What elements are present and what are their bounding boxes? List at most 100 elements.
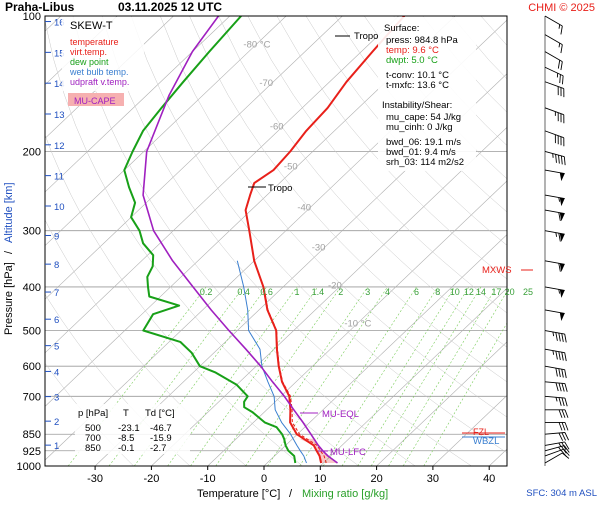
- barb-flag: [558, 88, 564, 97]
- barb-flag: [556, 155, 561, 164]
- legend-updraft: udpraft v.temp.: [70, 77, 129, 87]
- barb-staff: [545, 82, 564, 89]
- temp-tick-label--20: -20: [143, 473, 159, 485]
- wind-barb: [541, 16, 565, 34]
- x-axis-label-temp: Temperature [°C]: [197, 488, 280, 500]
- mixing-ratio-label: 8: [435, 287, 440, 297]
- surface-title: Surface:: [384, 23, 419, 34]
- altitude-label-13: 13: [54, 110, 65, 121]
- barb-flag: [565, 422, 568, 430]
- altitude-label-11: 11: [54, 172, 64, 183]
- mixing-ratio-label: 14: [476, 287, 486, 297]
- pressure-tick-500: 500: [23, 326, 41, 338]
- values-table: p [hPa] T Td [°C] 500 -23.1 -46.7 700 -8…: [75, 404, 190, 454]
- pressure-tick-925: 925: [23, 446, 41, 458]
- barb-flag: [564, 384, 568, 392]
- barb-flag: [561, 383, 565, 391]
- barb-flag: [555, 383, 559, 391]
- datetime-title: 03.11.2025 12 UTC: [118, 0, 222, 14]
- mixing-ratio-line-7: [267, 287, 387, 466]
- barb-staff: [545, 396, 565, 398]
- wind-barb: [544, 310, 565, 321]
- temp-tick-label-10: 10: [314, 473, 326, 485]
- mixing-ratio-label: 6: [414, 287, 419, 297]
- wind-barb: [544, 382, 568, 392]
- isotherm-label: -40: [297, 202, 311, 213]
- wind-barb: [544, 261, 565, 272]
- wind-barb: [545, 410, 568, 418]
- mixing-ratio-line-11: [358, 287, 469, 466]
- barb-flag: [555, 113, 561, 122]
- pressure-tick-600: 600: [23, 361, 41, 373]
- mu-eql-label: MU-EQL: [322, 409, 359, 420]
- barb-flag: [553, 135, 559, 144]
- temp-tick-label-40: 40: [483, 473, 495, 485]
- barb-flag: [558, 114, 564, 123]
- barb-flag: [554, 332, 558, 340]
- isotherm-label: -70: [259, 78, 273, 89]
- legend: SKEW-T temperature virt.temp. dew point …: [62, 17, 144, 106]
- temp-tick-label-0: 0: [261, 473, 267, 485]
- barb-half-flag: [556, 397, 558, 401]
- surface-tmxfc: t-mxfc: 13.6 °C: [386, 80, 449, 91]
- barb-flag: [555, 136, 561, 145]
- isotherm-label: -10 °C: [344, 319, 371, 330]
- altitude-label-8: 8: [54, 260, 59, 271]
- barb-flag: [563, 370, 567, 378]
- pressure-tick-1000: 1000: [17, 461, 41, 473]
- mucape-tag: MU-CAPE: [74, 96, 116, 106]
- altitude-label-9: 9: [54, 231, 59, 242]
- wind-barb: [544, 349, 568, 361]
- mixing-ratio-label: 0.2: [200, 287, 213, 297]
- isotherm-label: -20: [328, 280, 342, 291]
- altitude-label-1: 1: [54, 441, 59, 452]
- altitude-label-7: 7: [54, 288, 59, 299]
- temp-tick-label-30: 30: [427, 473, 439, 485]
- mixing-ratio-label: 0.4: [237, 287, 250, 297]
- x-axis-label-sep: /: [289, 488, 293, 500]
- barb-flag: [559, 422, 562, 430]
- barb-pennant: [558, 313, 564, 322]
- barb-flag: [563, 353, 567, 361]
- altitude-label-6: 6: [54, 315, 59, 326]
- barb-flag: [560, 333, 564, 341]
- barb-flag: [554, 368, 558, 376]
- barb-staff: [545, 67, 563, 75]
- barb-staff: [545, 151, 564, 156]
- copyright-text: CHMI © 2025: [528, 2, 595, 14]
- barb-flag: [555, 87, 561, 96]
- y-axis-label-altitude: Altitude [km]: [3, 182, 15, 243]
- tropo-upper-label: Tropo: [354, 31, 378, 42]
- mixing-ratio-label: 1.4: [312, 287, 325, 297]
- barb-flag: [561, 398, 565, 406]
- instab-srh03: srh_03: 114 m2/s2: [386, 157, 464, 168]
- altitude-label-12: 12: [54, 141, 65, 152]
- isotherm--70: [0, 16, 342, 466]
- pressure-tick-300: 300: [23, 226, 41, 238]
- isotherm--30: [95, 16, 567, 466]
- barb-flag: [557, 333, 561, 341]
- instab-mucinh: mu_cinh: 0 J/kg: [386, 122, 453, 133]
- legend-virt-temp: virt.temp.: [70, 47, 107, 57]
- isotherm-40: [489, 16, 600, 466]
- wbzl-label: WBZL: [473, 436, 499, 447]
- altitude-label-5: 5: [54, 342, 59, 353]
- barb-staff: [545, 231, 565, 234]
- mixing-ratio-label: 20: [505, 287, 515, 297]
- wind-barb: [544, 396, 568, 406]
- barb-flag: [563, 334, 567, 342]
- barb-flag: [559, 156, 564, 165]
- wind-barb: [544, 287, 565, 298]
- barb-staff: [545, 108, 564, 115]
- tropo-lower-label: Tropo: [268, 183, 292, 194]
- table-header-td: Td [°C]: [145, 408, 175, 419]
- mixing-ratio-label: 25: [523, 287, 533, 297]
- barb-flag: [562, 410, 565, 418]
- mixing-ratio-line-5: [216, 287, 341, 466]
- legend-dew-point: dew point: [70, 57, 109, 67]
- pressure-tick-400: 400: [23, 282, 41, 294]
- barb-flag: [565, 410, 568, 418]
- mixing-ratio-label: 12: [464, 287, 474, 297]
- y-axis-label-sep: /: [3, 250, 15, 254]
